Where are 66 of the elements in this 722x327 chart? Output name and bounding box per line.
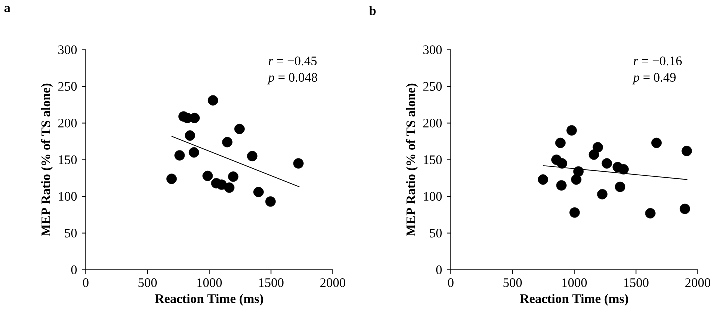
- point: [555, 138, 566, 148]
- x-tick-label: 0: [448, 278, 454, 288]
- point: [538, 174, 548, 186]
- point: [228, 172, 239, 182]
- x-tick-label: 1500: [624, 278, 649, 288]
- y-tick-label: 0: [71, 266, 77, 274]
- x-tick-label: 500: [138, 278, 158, 288]
- point: [680, 204, 690, 214]
- y-tick-label: 300: [424, 46, 442, 54]
- point: [190, 113, 200, 124]
- y-tick-label: 50: [65, 228, 77, 238]
- annotation: p = 0.49: [632, 73, 676, 85]
- y-tick-label: 100: [424, 192, 442, 202]
- point: [185, 130, 196, 142]
- point: [188, 147, 200, 158]
- point: [224, 182, 235, 194]
- annotation: p = 0.048: [268, 73, 318, 85]
- x-tick-label: 500: [504, 278, 522, 288]
- point: [254, 187, 264, 198]
- point: [645, 208, 656, 219]
- point: [570, 208, 580, 218]
- y-tick-label: 150: [424, 156, 442, 164]
- point: [174, 150, 186, 161]
- annotation: r = −0.16: [634, 56, 682, 66]
- x-tick-label: 2000: [686, 278, 711, 288]
- point: [266, 196, 276, 208]
- point: [293, 158, 304, 169]
- point: [557, 158, 568, 169]
- point: [592, 142, 604, 153]
- annotation: r = −0.45: [268, 56, 317, 66]
- point: [208, 95, 218, 106]
- point: [222, 137, 233, 148]
- point: [247, 151, 258, 162]
- y-tick-label: 250: [424, 82, 442, 92]
- y-tick-label: 150: [59, 156, 77, 164]
- y-tick-label: 0: [436, 266, 442, 274]
- point: [597, 189, 608, 200]
- point: [556, 180, 567, 191]
- x-axis-title: Reaction Time (ms): [520, 294, 628, 306]
- chart-title: b: [369, 6, 376, 16]
- y-tick-label: 50: [430, 228, 442, 238]
- chart-title: a: [4, 6, 11, 12]
- x-tick-label: 1000: [198, 278, 222, 288]
- y-tick-label: 250: [58, 82, 77, 92]
- y-tick-label: 300: [58, 46, 77, 54]
- y-tick-label: 200: [58, 118, 77, 128]
- point: [618, 164, 629, 175]
- point: [574, 166, 584, 177]
- x-tick-label: 2000: [320, 278, 346, 288]
- y-axis-title: MEP Ratio (% of TS alone): [406, 84, 418, 237]
- point: [202, 170, 214, 182]
- point: [602, 158, 612, 169]
- point: [166, 174, 178, 184]
- x-tick-label: 1500: [259, 278, 284, 288]
- point: [234, 124, 245, 134]
- y-tick-label: 200: [424, 118, 442, 128]
- y-axis-title: MEP Ratio (% of TS alone): [41, 84, 54, 237]
- y-tick-label: 100: [59, 192, 77, 202]
- x-tick-label: 0: [83, 278, 89, 288]
- point: [566, 125, 578, 136]
- point: [652, 138, 662, 148]
- point: [682, 146, 692, 156]
- point: [615, 182, 626, 192]
- x-axis-title: Reaction Time (ms): [155, 294, 264, 306]
- point: [588, 150, 600, 160]
- x-tick-label: 1000: [562, 278, 588, 288]
